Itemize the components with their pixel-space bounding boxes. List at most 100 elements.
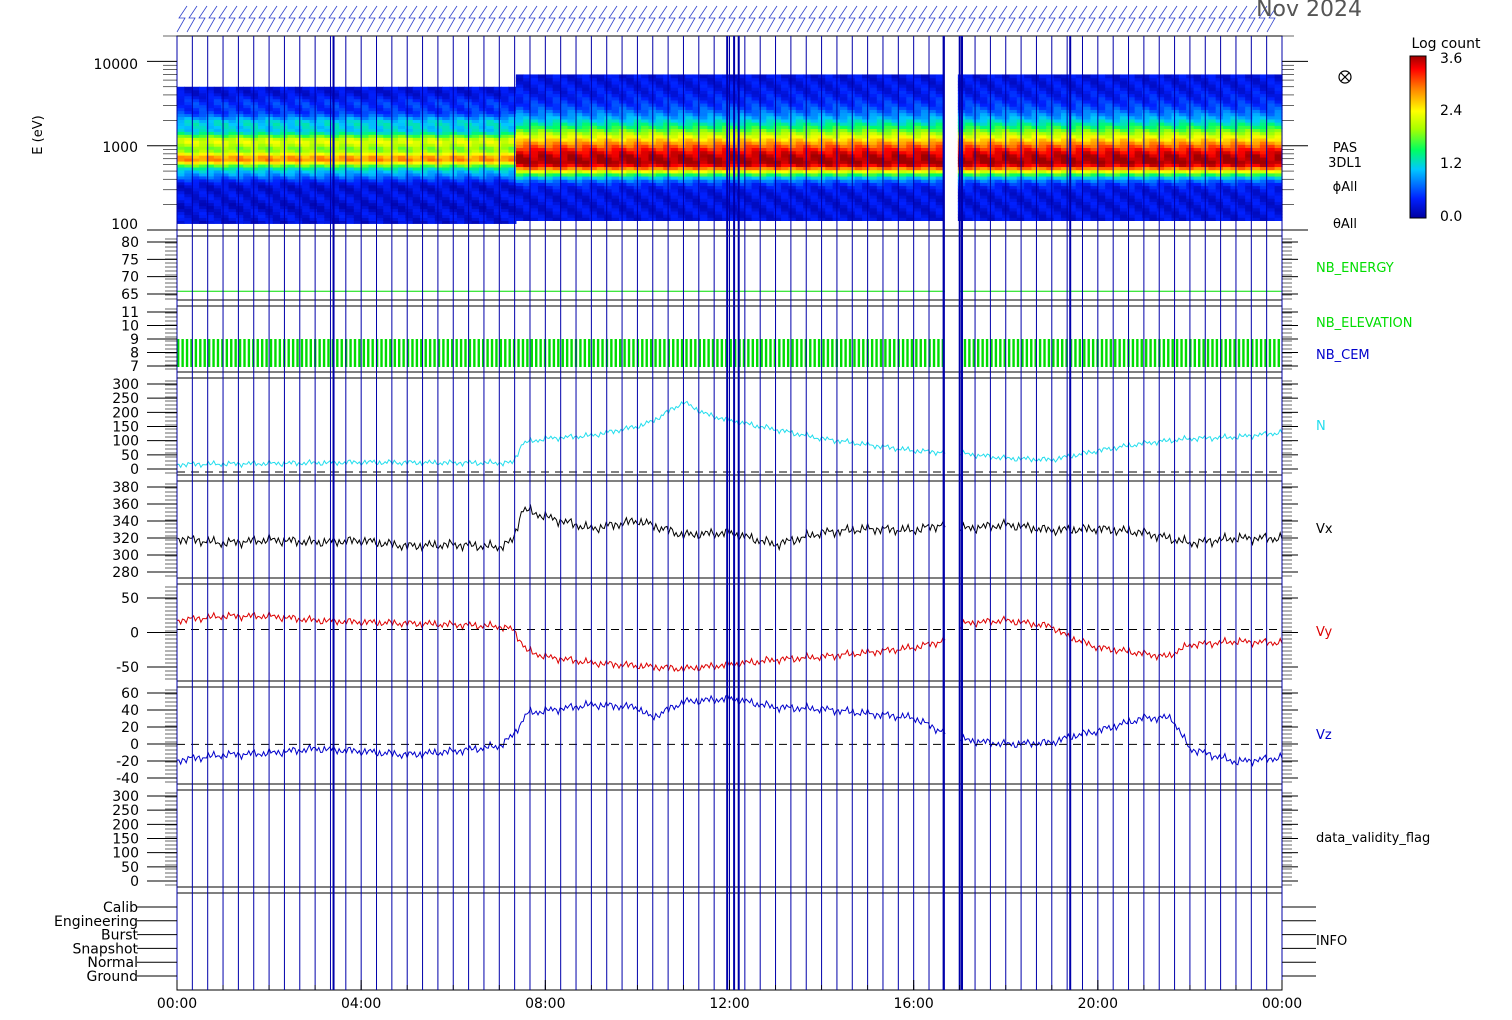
- spectrogram-cell: [619, 87, 627, 91]
- spectrogram-cell: [825, 191, 834, 196]
- spectrogram-column: [309, 86, 318, 224]
- spectrogram-cell: [766, 207, 775, 212]
- spectrogram-cell: [368, 119, 377, 123]
- spectrogram-cell: [692, 210, 701, 215]
- spectrogram-cell: [390, 131, 399, 135]
- spectrogram-cell: [891, 106, 900, 110]
- spectrogram-cell: [611, 80, 620, 85]
- spectrogram-cell: [722, 103, 731, 107]
- spectrogram-cell: [567, 77, 576, 82]
- spectrogram-cell: [486, 208, 495, 213]
- spectrogram-cell: [427, 104, 436, 109]
- spectrogram-cell: [250, 178, 259, 183]
- spectrogram-cell: [655, 195, 664, 199]
- spectrogram-cell: [795, 106, 804, 110]
- spectrogram-cell: [346, 166, 355, 171]
- spectrogram-cell: [810, 195, 819, 199]
- spectrogram-cell: [670, 109, 679, 114]
- spectrogram-cell: [302, 149, 311, 153]
- spectrogram-cell: [788, 87, 797, 91]
- spectrogram-cell: [302, 116, 311, 121]
- spectrogram-cell: [287, 143, 296, 147]
- spectrogram-cell: [331, 134, 340, 138]
- spectrogram-cell: [744, 87, 753, 91]
- spectrogram-cell: [663, 134, 672, 139]
- spectrogram-cell: [641, 122, 650, 126]
- spectrogram-cell: [258, 155, 266, 159]
- spectrogram-cell: [309, 181, 318, 186]
- spectrogram-cell: [758, 131, 767, 136]
- spectrogram-cell: [390, 184, 399, 189]
- spectrogram-cell: [854, 160, 863, 164]
- spectrogram-cell: [272, 181, 281, 186]
- spectrogram-cell: [383, 116, 392, 121]
- spectrogram-cell: [574, 134, 583, 139]
- spectrogram-cell: [434, 131, 443, 135]
- spectrogram-cell: [758, 147, 767, 152]
- spectrogram-cell: [574, 210, 583, 215]
- spectrogram-cell: [552, 147, 561, 152]
- spectrogram-cell: [655, 191, 664, 196]
- spectrogram-cell: [589, 207, 598, 212]
- spectrogram-cell: [567, 160, 576, 164]
- spectrogram-cell: [840, 122, 848, 126]
- spectrogram-cell: [795, 74, 804, 79]
- spectrogram-cell: [803, 160, 812, 164]
- spectrogram-cell: [928, 128, 937, 133]
- spectrogram-cell: [250, 92, 259, 97]
- spectrogram-cell: [854, 198, 863, 202]
- spectrogram-cell: [810, 87, 819, 91]
- spectrogram-cell: [184, 89, 193, 94]
- spectrogram-cell: [714, 198, 723, 202]
- spectrogram-cell: [670, 207, 679, 212]
- spectrogram-cell: [250, 184, 259, 189]
- spectrogram-cell: [825, 112, 834, 117]
- spectrogram-cell: [677, 175, 686, 180]
- spectrogram-cell: [722, 118, 731, 123]
- spectrogram-cell: [707, 217, 716, 221]
- spectrogram-cell: [221, 104, 230, 109]
- spectrogram-cell: [722, 175, 731, 180]
- spectrogram-cell: [316, 131, 325, 135]
- spectrogram-cell: [375, 169, 384, 174]
- spectrogram-cell: [626, 83, 635, 88]
- spectrogram-cell: [398, 98, 406, 103]
- spectrogram-cell: [773, 128, 782, 133]
- spectrogram-cell: [692, 115, 701, 120]
- spectrogram-cell: [854, 106, 863, 110]
- spectrogram-cell: [375, 125, 384, 129]
- spectrogram-cell: [692, 131, 701, 136]
- spectrogram-cell: [714, 207, 723, 212]
- spectrogram-cell: [331, 149, 340, 153]
- spectrogram-cell: [530, 141, 539, 145]
- spectrogram-cell: [353, 208, 362, 213]
- spectrogram-cell: [744, 122, 753, 126]
- spectrogram-cell: [862, 134, 871, 139]
- spectrogram-cell: [184, 172, 193, 177]
- spectrogram-cell: [884, 141, 893, 145]
- spectrogram-cell: [316, 92, 325, 97]
- spectrogram-cell: [854, 93, 863, 98]
- spectrogram-cell: [685, 188, 694, 193]
- spectrogram-cell: [921, 131, 929, 136]
- spectrogram-cell: [589, 182, 598, 187]
- spectrogram-cell: [847, 144, 856, 149]
- spectrogram-cell: [876, 210, 885, 215]
- spectrogram-cell: [670, 96, 679, 101]
- spectrogram-cell: [596, 144, 605, 149]
- spectrogram-cell: [361, 146, 370, 150]
- spectrogram-cell: [361, 172, 370, 177]
- spectrogram-cell: [537, 166, 546, 171]
- spectrogram-cell: [663, 172, 672, 177]
- spectrogram-cell: [803, 195, 812, 199]
- spectrogram-cell: [906, 99, 915, 104]
- spectrogram-cell: [965, 160, 974, 164]
- spectrogram-cell: [324, 152, 333, 156]
- spectrogram-cell: [228, 92, 237, 97]
- spectrogram-cell: [641, 90, 650, 95]
- spectrogram-cell: [604, 179, 613, 183]
- spectrogram-column: [302, 86, 311, 224]
- spectrogram-cell: [361, 92, 370, 97]
- spectrogram-cell: [781, 150, 790, 155]
- spectrogram-cell: [891, 144, 900, 149]
